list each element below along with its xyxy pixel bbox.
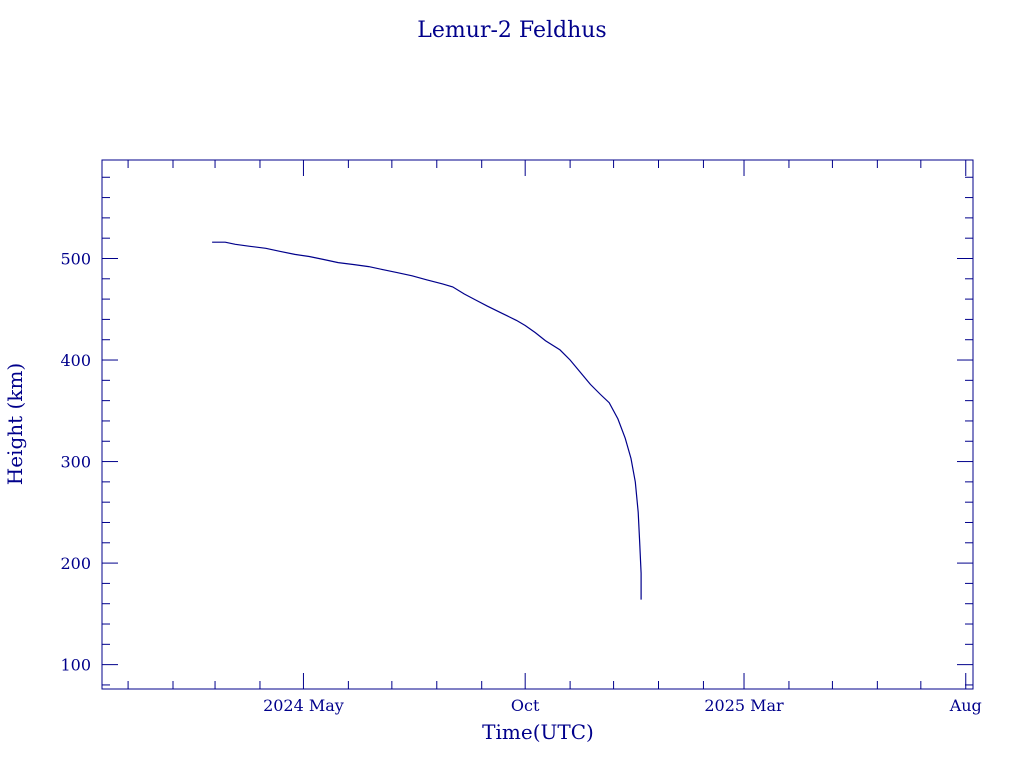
y-axis-label: Height (km) bbox=[3, 363, 27, 485]
x-tick-labels: 2024 May Oct 2025 Mar Aug bbox=[263, 696, 982, 715]
y-tick-label: 200 bbox=[60, 554, 91, 573]
y-tick-label: 300 bbox=[60, 453, 91, 472]
x-axis-label: Time(UTC) bbox=[482, 720, 594, 744]
y-tick-label: 400 bbox=[60, 351, 91, 370]
plot-frame bbox=[101, 159, 974, 690]
y-tick-label: 100 bbox=[60, 656, 91, 675]
x-tick-label: 2024 May bbox=[263, 696, 344, 715]
x-tick-label: Oct bbox=[511, 696, 540, 715]
tick-marks bbox=[102, 160, 973, 689]
chart-title: Lemur-2 Feldhus bbox=[417, 18, 606, 43]
x-tick-label: Aug bbox=[949, 696, 982, 715]
y-tick-label: 500 bbox=[60, 249, 91, 268]
y-tick-labels: 100 200 300 400 500 bbox=[60, 249, 91, 674]
x-tick-label: 2025 Mar bbox=[704, 696, 784, 715]
series-line bbox=[212, 241, 642, 600]
